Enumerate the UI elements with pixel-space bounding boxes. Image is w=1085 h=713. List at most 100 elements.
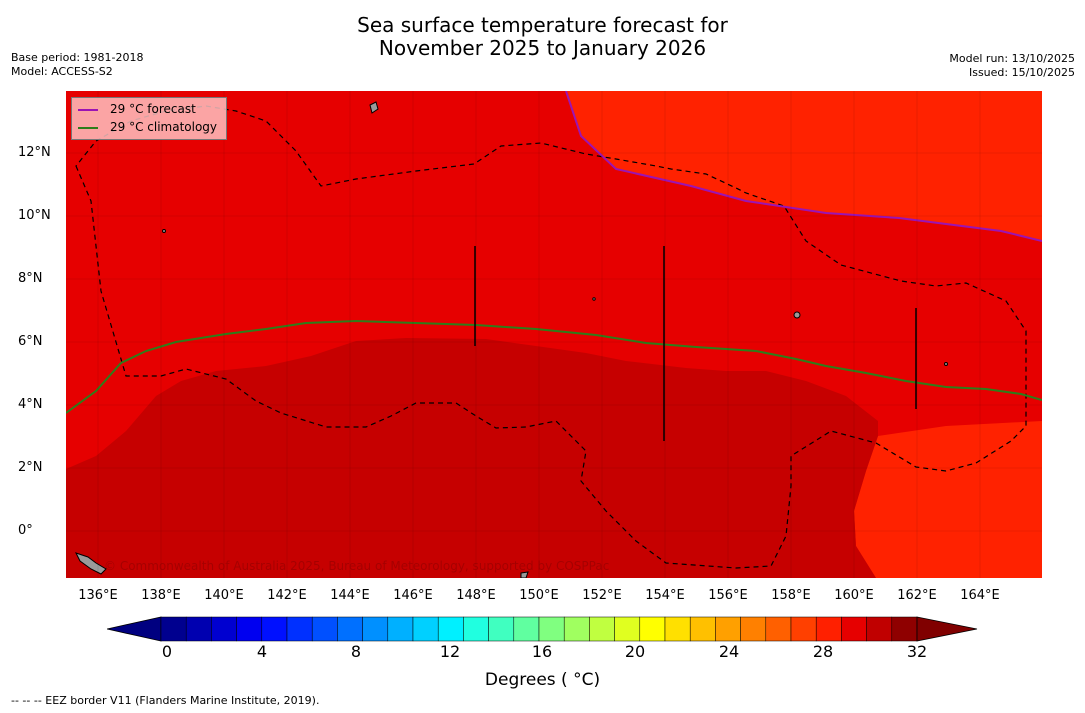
title-line-2: November 2025 to January 2026 [378, 36, 707, 60]
longitude-markers [474, 246, 917, 441]
colorbar-tick-4: 4 [256, 642, 268, 661]
colorbar-cell [185, 616, 212, 642]
island-atoll-1 [162, 229, 166, 233]
x-label-154e: 154°E [645, 588, 685, 603]
forecast-29c-line [565, 91, 1042, 242]
colorbar-cell [815, 616, 842, 642]
colorbar-cell [614, 616, 641, 642]
island-islet-south [520, 571, 529, 578]
legend-label-climatology: 29 °C climatology [110, 120, 218, 134]
y-label-6n: 6°N [18, 334, 43, 349]
legend-label-forecast: 29 °C forecast [110, 102, 196, 116]
colorbar-cell [891, 616, 918, 642]
colorbar-cell [538, 616, 565, 642]
colorbar-cell [437, 616, 464, 642]
colorbar-cell [589, 616, 615, 642]
colorbar-cell [841, 616, 867, 642]
x-label-156e: 156°E [708, 588, 748, 603]
y-label-4n: 4°N [18, 397, 43, 412]
colorbar-low-extend [107, 616, 162, 642]
colorbar-tick-20: 20 [624, 642, 646, 661]
island-guam [369, 101, 379, 114]
base-period: Base period: 1981-2018 [11, 51, 144, 64]
landmasses [75, 101, 948, 578]
meta-right: Model run: 13/10/2025 Issued: 15/10/2025 [949, 52, 1075, 80]
climatology-29c-line [66, 319, 1042, 414]
colorbar-tick-28: 28 [812, 642, 834, 661]
y-label-12n: 12°N [18, 145, 51, 160]
colorbar-tick-0: 0 [161, 642, 173, 661]
colorbar-cell [261, 616, 288, 642]
grid [66, 91, 1042, 578]
colorbar-tick-12: 12 [439, 642, 461, 661]
chart-title: Sea surface temperature forecast for Nov… [0, 14, 1085, 60]
colorbar-cell [337, 616, 363, 642]
x-label-144e: 144°E [330, 588, 370, 603]
colorbar-tick-8: 8 [350, 642, 362, 661]
x-label-136e: 136°E [78, 588, 118, 603]
colorbar-cell [211, 616, 237, 642]
colorbar-high-extend [916, 616, 978, 642]
island-new-guinea [75, 552, 107, 575]
x-label-164e: 164°E [960, 588, 1000, 603]
colorbar-cell [866, 616, 893, 642]
colorbar-tick-24: 24 [718, 642, 740, 661]
model-name: Model: ACCESS-S2 [11, 65, 113, 78]
colorbar-cell [362, 616, 389, 642]
x-label-148e: 148°E [456, 588, 496, 603]
x-label-150e: 150°E [519, 588, 559, 603]
colorbar-label: Degrees ( °C) [484, 670, 601, 690]
colorbar-cell [664, 616, 691, 642]
colorbar-cell [463, 616, 489, 642]
colorbar-cell [715, 616, 741, 642]
x-label-142e: 142°E [267, 588, 307, 603]
map-legend: 29 °C forecast 29 °C climatology [71, 97, 227, 140]
colorbar-cell [311, 616, 338, 642]
colorbar-cell [488, 616, 515, 642]
colorbar-cell [387, 616, 414, 642]
y-label-10n: 10°N [18, 208, 51, 223]
sst-region-28-southeast [854, 421, 1042, 578]
legend-swatch-forecast [78, 108, 98, 111]
model-run: Model run: 13/10/2025 [949, 52, 1075, 65]
colorbar-cell [563, 616, 590, 642]
title-line-1: Sea surface temperature forecast for [357, 13, 728, 37]
issued-date: Issued: 15/10/2025 [968, 66, 1075, 79]
colorbar-cells [160, 616, 918, 642]
colorbar-cell [236, 616, 263, 642]
sst-region-28-north [566, 91, 1042, 241]
x-label-138e: 138°E [141, 588, 181, 603]
island-pohnpei [793, 311, 801, 319]
sst-region-29-west [66, 91, 216, 321]
colorbar [107, 616, 978, 642]
colorbar-cell [160, 616, 187, 642]
colorbar-tick-32: 32 [906, 642, 928, 661]
island-atoll-2 [592, 297, 596, 301]
x-label-160e: 160°E [834, 588, 874, 603]
colorbar-cell [639, 616, 666, 642]
colorbar-cell [412, 616, 439, 642]
legend-item-forecast: 29 °C forecast [78, 101, 196, 117]
x-label-146e: 146°E [393, 588, 433, 603]
colorbar-cell [765, 616, 792, 642]
island-atoll-3 [944, 362, 948, 366]
sst-map [66, 91, 1042, 578]
y-label-8n: 8°N [18, 271, 43, 286]
x-label-162e: 162°E [897, 588, 937, 603]
colorbar-cell [740, 616, 767, 642]
y-label-0: 0° [18, 523, 33, 538]
colorbar-tick-16: 16 [531, 642, 553, 661]
sst-region-30 [66, 338, 878, 578]
y-label-2n: 2°N [18, 460, 43, 475]
legend-item-climatology: 29 °C climatology [78, 119, 217, 135]
colorbar-cell [790, 616, 817, 642]
x-label-152e: 152°E [582, 588, 622, 603]
eez-border-main [75, 105, 1027, 569]
eez-borders [75, 105, 1027, 569]
copyright-credit: © Commonwealth of Australia 2025, Bureau… [104, 559, 610, 573]
x-label-140e: 140°E [204, 588, 244, 603]
colorbar-cell [286, 616, 313, 642]
x-label-158e: 158°E [771, 588, 811, 603]
colorbar-cell [513, 616, 540, 642]
legend-swatch-climatology [78, 126, 98, 129]
